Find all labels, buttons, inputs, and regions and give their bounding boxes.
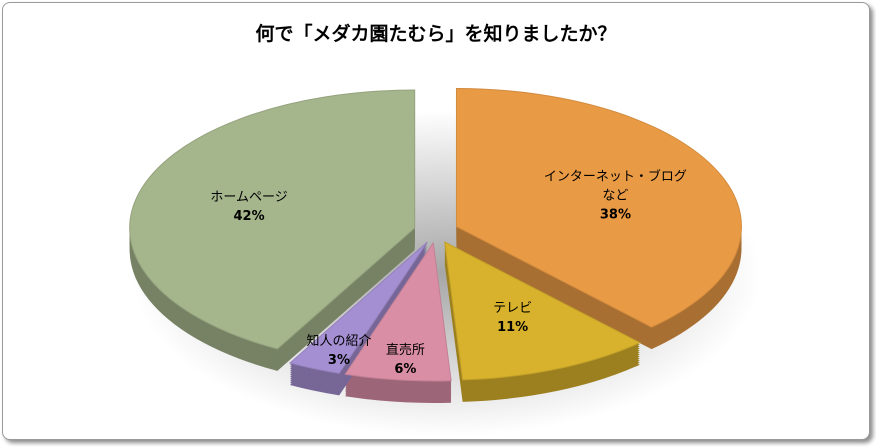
category-label: インターネット・ブログ など bbox=[543, 169, 687, 204]
chart-frame: 何で「メダカ園たむら」を知りましたか？ インターネット・ブログ など 38% テレビ… bbox=[2, 2, 870, 440]
slice bbox=[455, 88, 742, 328]
value-label: 3% bbox=[327, 352, 351, 368]
value-label: 11% bbox=[497, 320, 529, 336]
category-label: ホームページ bbox=[210, 190, 288, 206]
data-label: インターネット・ブログ など 38% bbox=[544, 168, 687, 225]
value-label: 38% bbox=[599, 207, 631, 223]
slice bbox=[344, 241, 452, 382]
data-label: 直売所 6% bbox=[386, 341, 425, 379]
data-label: 知人の紹介 3% bbox=[306, 332, 371, 370]
chart-title: 何で「メダカ園たむら」を知りましたか？ bbox=[255, 23, 617, 45]
slice bbox=[288, 241, 428, 374]
value-label: 42% bbox=[233, 209, 265, 225]
data-label: ホームページ 42% bbox=[210, 188, 287, 226]
chart bbox=[129, 88, 761, 436]
category-label: 直売所 bbox=[385, 342, 425, 358]
slice bbox=[129, 89, 416, 350]
category-label: 知人の紹介 bbox=[306, 333, 372, 349]
value-label: 6% bbox=[394, 361, 417, 377]
category-label: テレビ bbox=[493, 301, 533, 317]
slice bbox=[444, 241, 641, 381]
data-label: テレビ 11% bbox=[493, 299, 532, 337]
